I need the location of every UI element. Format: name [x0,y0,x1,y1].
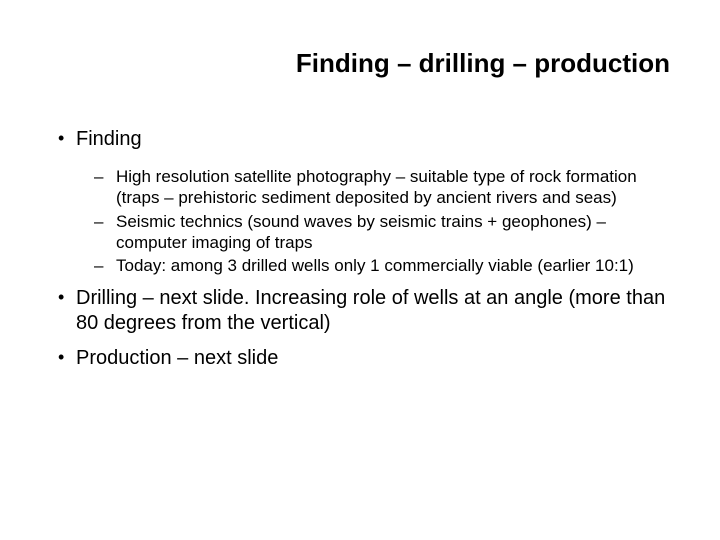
bullet-list-level2: High resolution satellite photography – … [76,166,680,276]
list-item: Drilling – next slide. Increasing role o… [76,286,680,336]
list-item: Finding High resolution satellite photog… [76,127,680,276]
bullet-text: High resolution satellite photography – … [116,167,637,207]
bullet-text: Finding [76,128,142,150]
bullet-text: Seismic technics (sound waves by seismic… [116,212,606,252]
list-item: Today: among 3 drilled wells only 1 comm… [116,255,680,276]
list-item: Production – next slide [76,346,680,371]
list-item: Seismic technics (sound waves by seismic… [116,211,680,254]
bullet-text: Drilling – next slide. Increasing role o… [76,287,665,334]
bullet-list-level1: Finding High resolution satellite photog… [40,127,680,371]
slide-title: Finding – drilling – production [40,48,680,79]
bullet-text: Production – next slide [76,347,278,369]
bullet-text: Today: among 3 drilled wells only 1 comm… [116,256,634,275]
list-item: High resolution satellite photography – … [116,166,680,209]
